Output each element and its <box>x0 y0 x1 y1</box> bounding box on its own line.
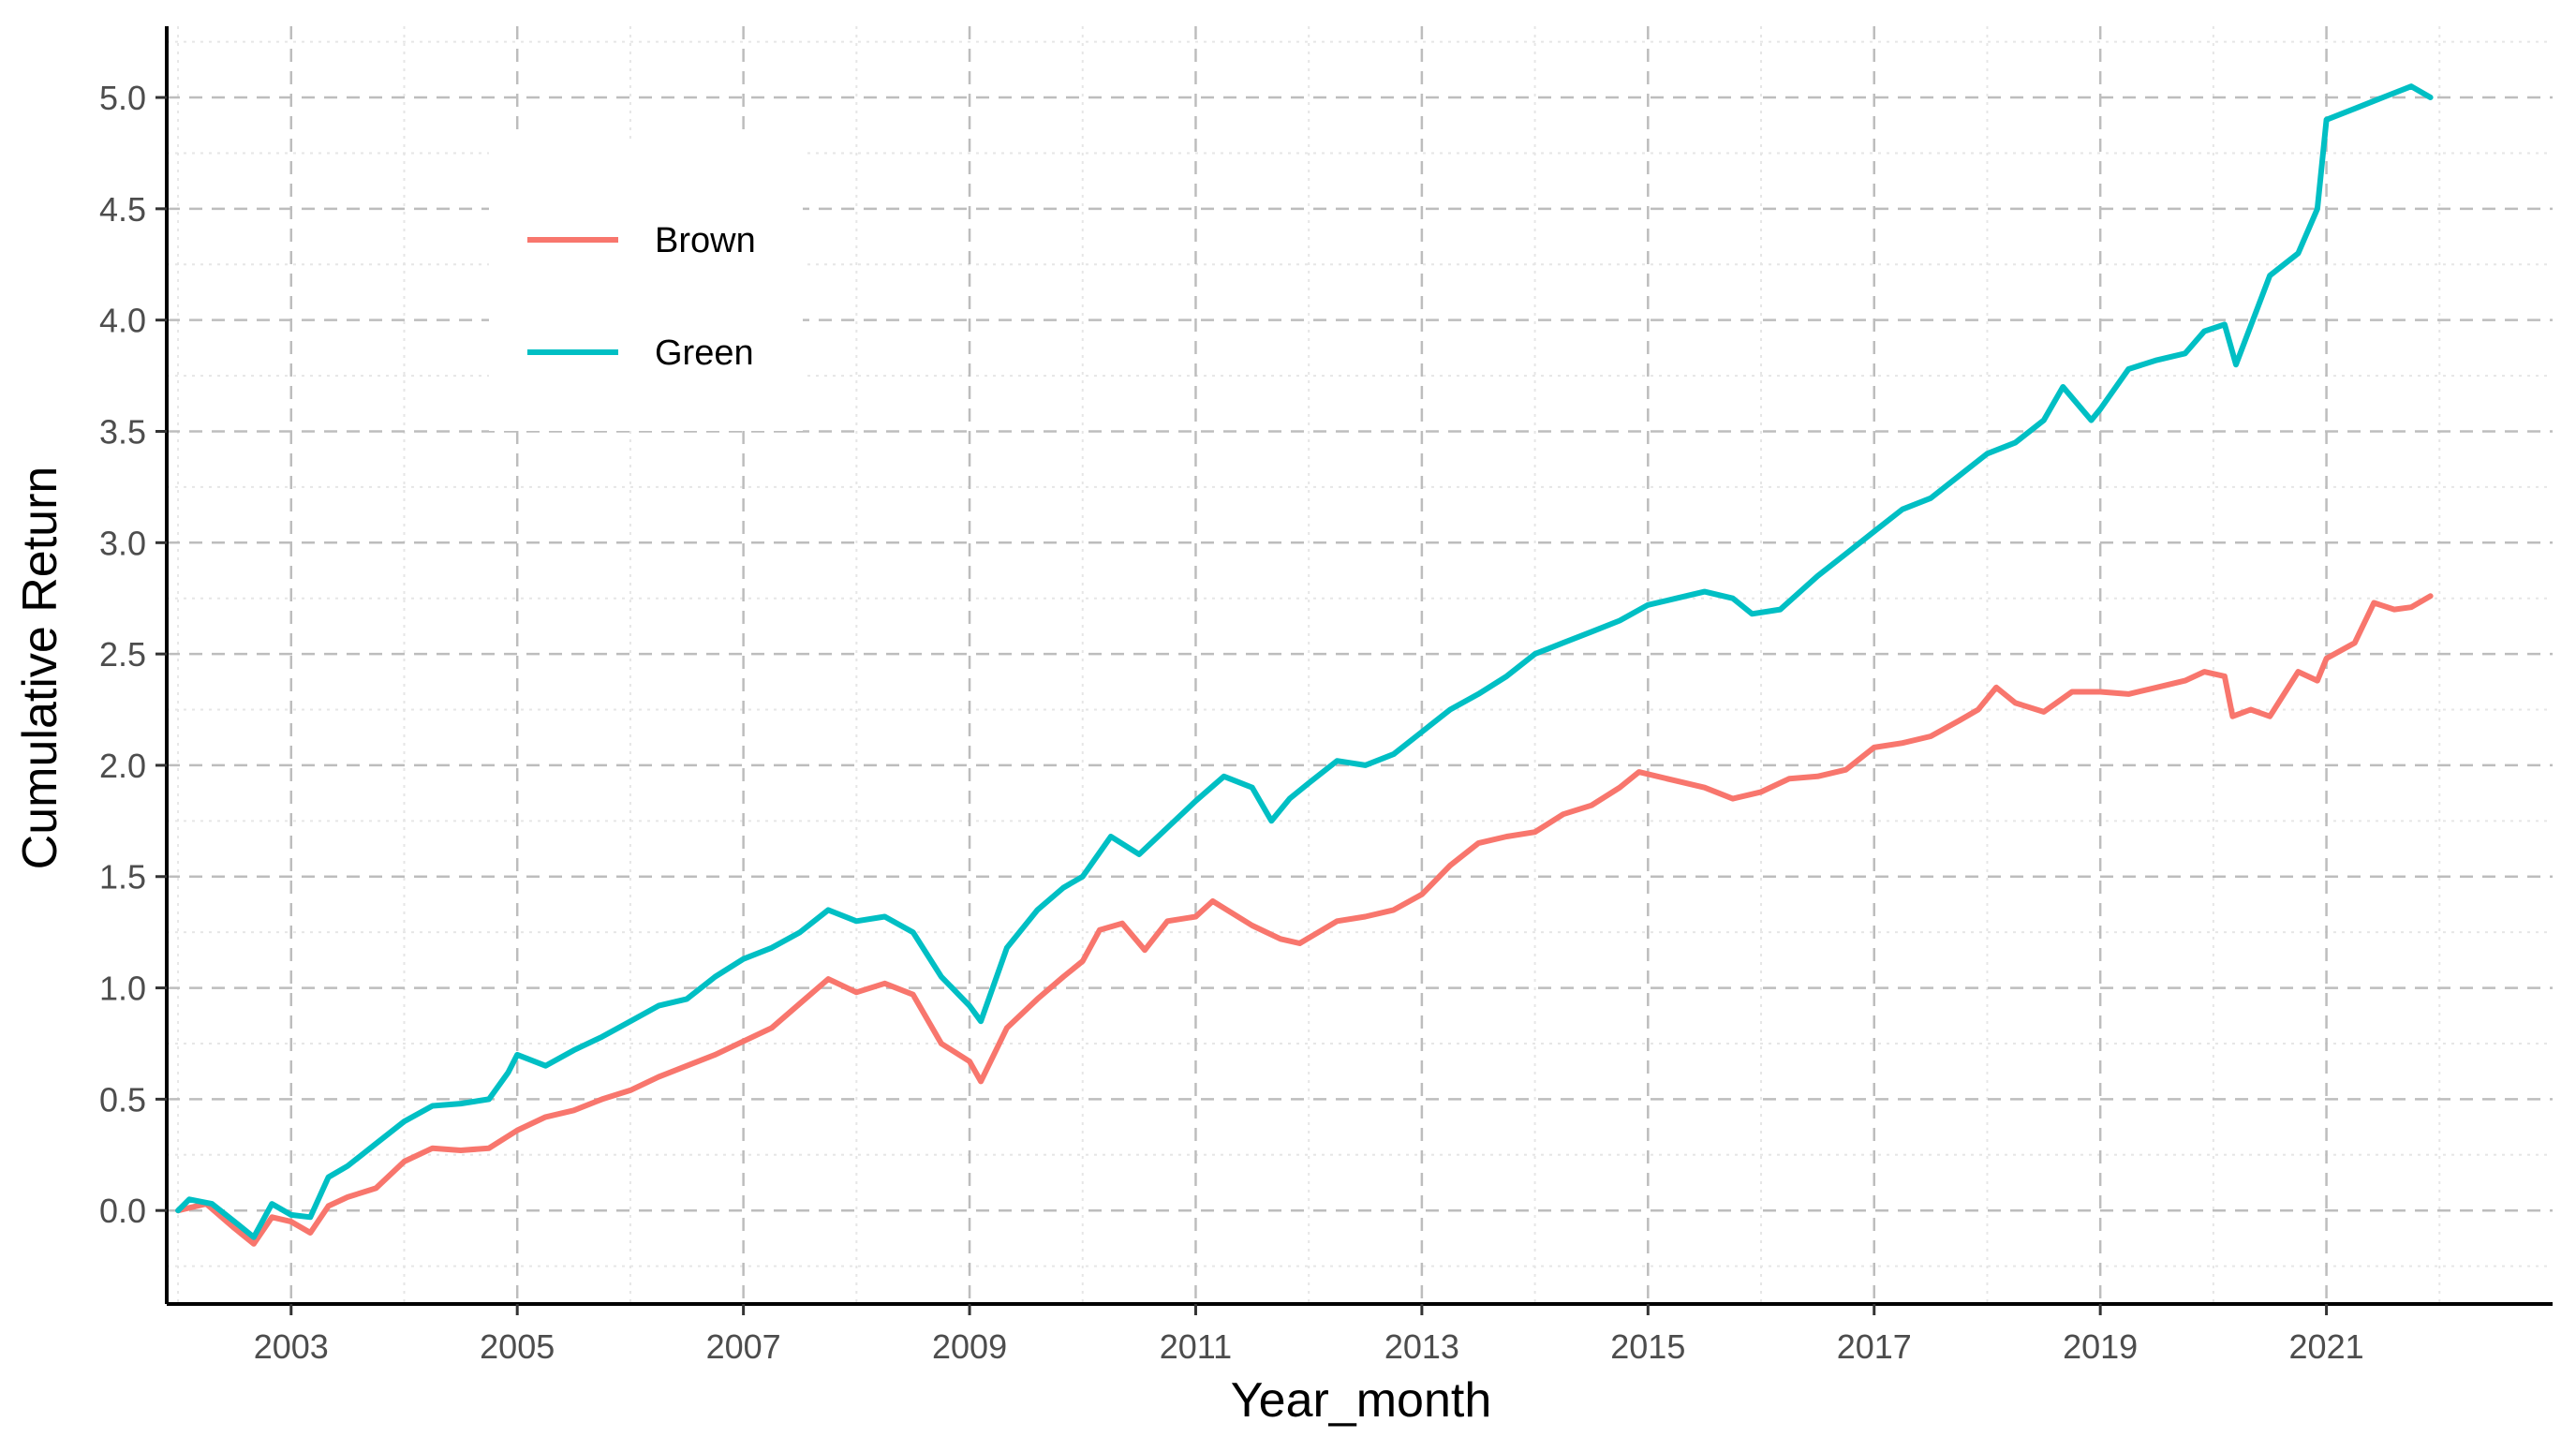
y-tick-label: 5.0 <box>99 79 146 117</box>
x-tick-label: 2017 <box>1837 1327 1912 1366</box>
legend-label-brown: Brown <box>655 221 756 260</box>
x-tick-label: 2019 <box>2063 1327 2138 1366</box>
series-line-green <box>175 83 2434 1240</box>
x-tick-label: 2015 <box>1610 1327 1685 1366</box>
x-tick-label: 2011 <box>1160 1327 1232 1366</box>
x-tick-label: 2009 <box>932 1327 1007 1366</box>
x-tick-label: 2013 <box>1384 1327 1459 1366</box>
y-axis-ticks: 0.0 0.5 1.0 1.5 2.0 2.5 3.0 3.5 4.0 4.5 5.0 <box>99 79 167 1230</box>
x-tick-label: 2021 <box>2289 1327 2364 1366</box>
y-tick-label: 0.5 <box>99 1080 146 1119</box>
x-tick-label: 2003 <box>254 1327 329 1366</box>
series-line-brown <box>175 593 2434 1247</box>
x-tick-label: 2005 <box>480 1327 555 1366</box>
legend-background <box>489 139 803 431</box>
y-tick-label: 1.5 <box>99 858 146 896</box>
series-lines <box>175 83 2434 1247</box>
y-tick-label: 2.0 <box>99 747 146 785</box>
y-tick-label: 3.5 <box>99 412 146 451</box>
y-tick-label: 1.0 <box>99 970 146 1008</box>
legend: Brown Green <box>489 139 803 431</box>
y-tick-label: 0.0 <box>99 1192 146 1230</box>
x-axis-title: Year_month <box>1231 1373 1492 1428</box>
axes <box>165 26 2553 1306</box>
y-tick-label: 3.0 <box>99 524 146 562</box>
y-tick-label: 2.5 <box>99 635 146 674</box>
x-axis-ticks: 2003 2005 2007 2009 2011 2013 2015 2017 2019 2021 <box>254 1304 2364 1366</box>
y-tick-label: 4.0 <box>99 302 146 340</box>
legend-label-green: Green <box>655 333 754 373</box>
x-tick-label: 2007 <box>706 1327 781 1366</box>
y-axis-title: Cumulative Return <box>13 467 67 870</box>
y-tick-label: 4.5 <box>99 190 146 229</box>
